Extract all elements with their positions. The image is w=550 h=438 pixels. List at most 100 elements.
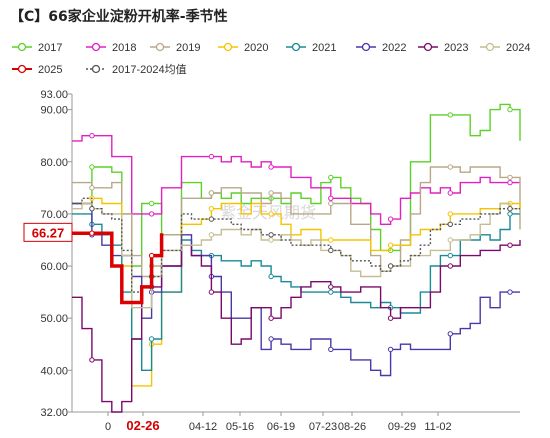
y-tick-label: 93.00 xyxy=(40,89,68,101)
series-point xyxy=(387,242,394,248)
y-tick-label: 50.00 xyxy=(40,313,68,325)
current-value-box xyxy=(23,222,73,242)
x-tick-label: 08-26 xyxy=(338,421,366,433)
x-tick-label: 04-12 xyxy=(189,421,217,433)
series-point xyxy=(208,216,215,222)
legend-label: 2018 xyxy=(112,42,136,54)
legend-swatch-marker xyxy=(291,42,301,52)
series-point xyxy=(148,200,155,207)
y-tick-label: 60.00 xyxy=(40,261,68,273)
series-point xyxy=(328,346,334,353)
x-tick-label: 05-16 xyxy=(226,421,254,433)
series-point xyxy=(328,289,334,295)
series-line-2019 xyxy=(72,166,521,278)
legend-swatch-marker xyxy=(17,42,27,52)
x-tick-label-current: 02-26 xyxy=(126,418,159,433)
series-point xyxy=(387,216,394,222)
series-point xyxy=(328,174,334,181)
x-tick-label: 09-29 xyxy=(388,421,416,433)
series-point xyxy=(268,190,274,196)
series-point xyxy=(447,221,453,228)
series-point xyxy=(387,263,394,269)
series-point xyxy=(89,133,95,139)
series-point xyxy=(507,211,513,217)
x-tick-label: 11-02 xyxy=(424,421,451,433)
series-point xyxy=(208,232,215,238)
y-tick-label: 32.00 xyxy=(40,407,68,419)
series-line-2025 xyxy=(72,231,164,305)
chart-title: 【C】66家企业淀粉开机率-季节性 xyxy=(10,9,228,25)
series-point xyxy=(328,247,334,254)
series-point xyxy=(507,289,513,295)
series-point xyxy=(387,315,394,321)
series-point xyxy=(89,206,95,212)
series-point xyxy=(268,211,274,217)
current-value-label: 66.27 xyxy=(32,225,65,240)
x-tick-label: 0 xyxy=(105,421,111,433)
y-tick-label: 40.00 xyxy=(40,365,68,377)
series-line-2017 xyxy=(72,103,521,267)
legend-swatch-marker xyxy=(17,64,27,74)
series-point xyxy=(328,284,334,290)
series-point xyxy=(507,179,513,186)
series-point xyxy=(208,190,215,196)
x-tick-label: 06-19 xyxy=(267,421,295,433)
series-point xyxy=(507,206,513,212)
series-point xyxy=(447,331,453,337)
series-point xyxy=(328,237,334,243)
legend-swatch-marker xyxy=(361,42,371,52)
y-tick-label: 90.00 xyxy=(40,105,68,117)
series-point xyxy=(148,336,155,342)
legend-label: 2019 xyxy=(176,42,200,54)
series-point xyxy=(268,336,274,342)
series-point xyxy=(447,237,453,243)
series-point xyxy=(328,200,334,207)
series-point xyxy=(148,211,155,217)
series-point xyxy=(89,185,95,191)
legend-swatch-marker xyxy=(423,42,433,52)
watermark: 紫金天风期货 xyxy=(220,203,316,222)
y-tick-label: 70.00 xyxy=(40,209,68,221)
legend-swatch-marker xyxy=(91,42,101,52)
series-point xyxy=(447,164,453,170)
legend-label: 2021 xyxy=(312,42,336,54)
x-tick-label: 07-23 xyxy=(309,421,337,433)
series-point xyxy=(89,230,95,236)
legend-label: 2017-2024均值 xyxy=(112,63,187,76)
series-point xyxy=(208,289,215,295)
series-point xyxy=(89,357,95,363)
series-line-2017-2024均值 xyxy=(72,197,520,293)
series-point xyxy=(268,237,274,243)
y-tick-label: 80.00 xyxy=(40,157,68,169)
legend-label: 2017 xyxy=(38,42,62,54)
legend-label: 2024 xyxy=(506,42,530,54)
series-point xyxy=(507,242,513,248)
series-line-2018 xyxy=(72,135,520,225)
series-point xyxy=(507,174,513,181)
legend-swatch-marker xyxy=(91,64,101,74)
series-point xyxy=(268,164,274,170)
legend-label: 2020 xyxy=(244,42,268,54)
series-line-2023 xyxy=(72,240,521,413)
legend-label: 2022 xyxy=(382,42,406,54)
series-point xyxy=(208,153,215,160)
series-point xyxy=(447,112,453,118)
legend-label: 2025 xyxy=(38,64,62,76)
series-point xyxy=(208,206,215,212)
series-point xyxy=(447,211,453,217)
series-point xyxy=(89,164,95,170)
series-point xyxy=(268,232,274,238)
series-point xyxy=(148,252,155,259)
series-point xyxy=(507,106,513,113)
series-point xyxy=(268,315,274,321)
series-point xyxy=(447,263,453,269)
series-line-2022 xyxy=(72,202,520,377)
series-point xyxy=(387,346,394,353)
series-line-2021 xyxy=(72,213,520,371)
legend-swatch-marker xyxy=(485,42,495,52)
legend-label: 2023 xyxy=(444,42,468,54)
series-point xyxy=(268,273,274,280)
legend-swatch-marker xyxy=(223,42,233,52)
